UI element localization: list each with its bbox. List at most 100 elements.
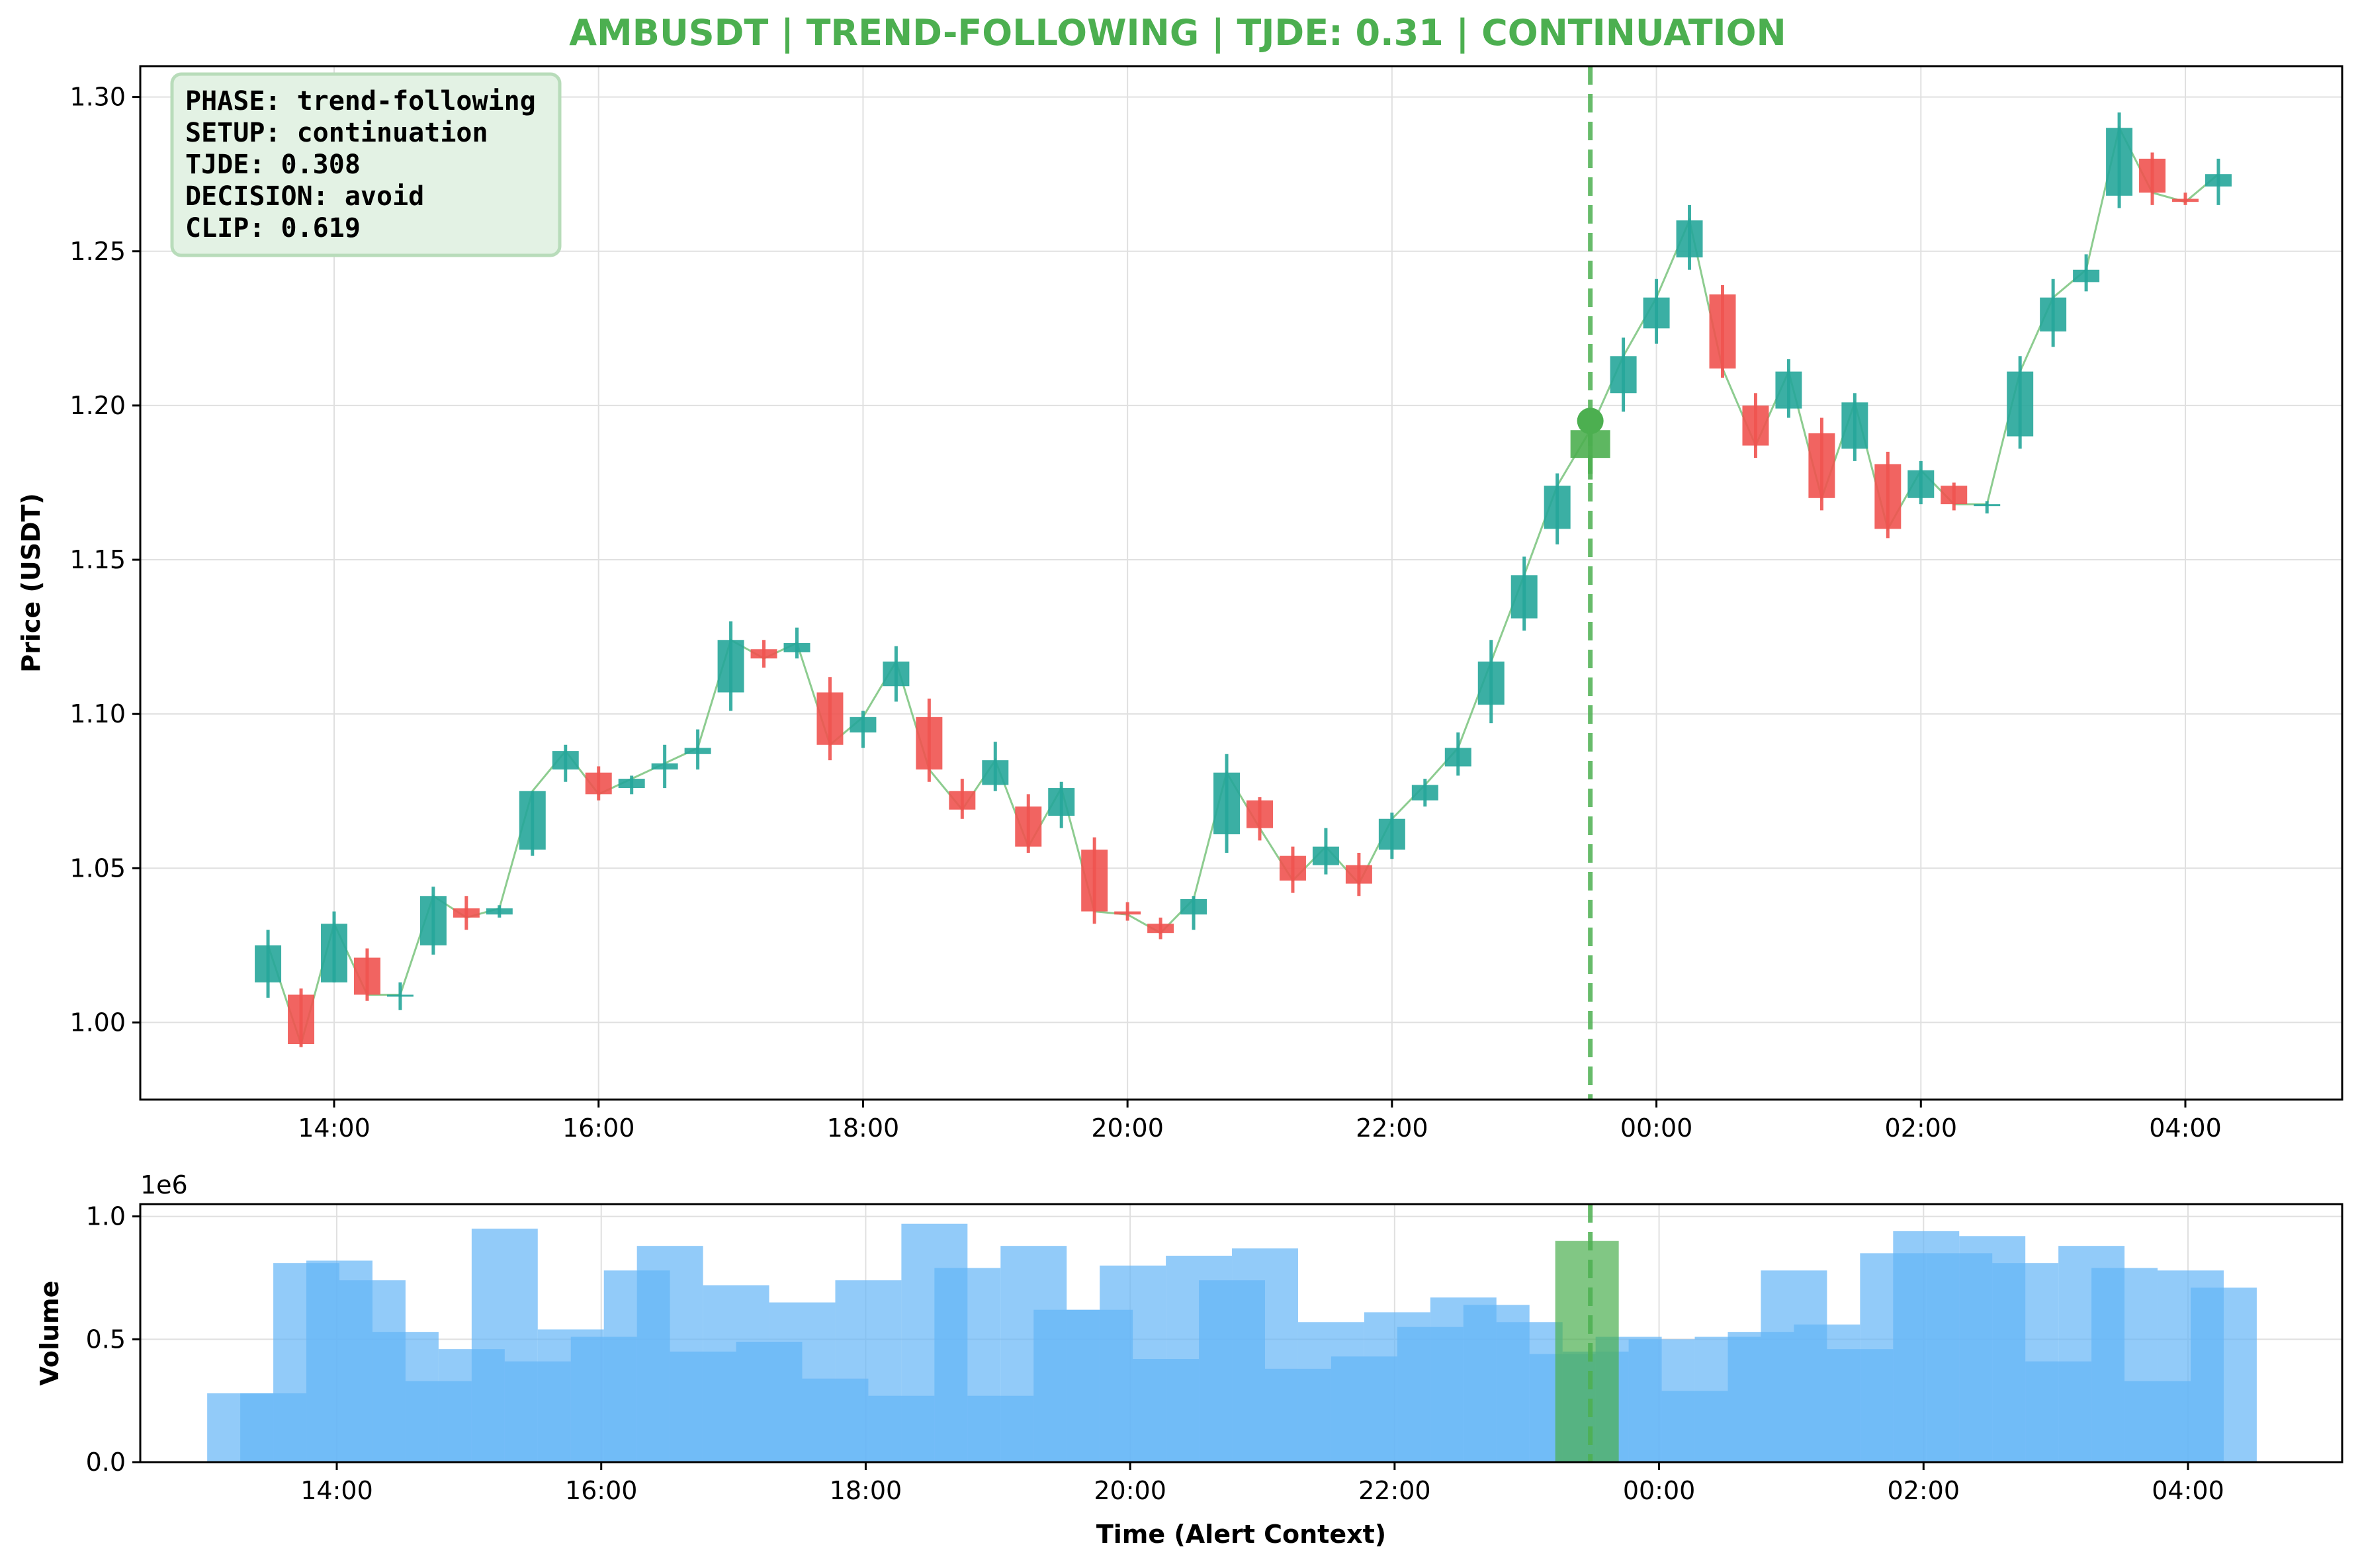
- price-y-tick-label: 1.15: [69, 545, 126, 574]
- price-x-tick-label: 16:00: [562, 1113, 635, 1143]
- price-x-ticks: 14:00 16:00 18:00 20:00 22:00 00:00 02:00 04:00: [298, 1100, 2222, 1143]
- candle: [1081, 837, 1108, 924]
- candle-body: [1841, 402, 1868, 449]
- candle-body: [585, 772, 612, 795]
- price-x-tick-label: 20:00: [1091, 1113, 1164, 1143]
- candle: [1247, 797, 1273, 841]
- volume-x-tick-label: 16:00: [565, 1476, 638, 1505]
- volume-x-ticks: 14:00 16:00 18:00 20:00 22:00 00:00 02:00 04:00: [300, 1462, 2224, 1505]
- candle: [783, 627, 810, 659]
- candle: [684, 729, 711, 770]
- candle-body: [750, 649, 777, 659]
- info-line-decision: DECISION: avoid: [185, 181, 424, 212]
- time-axis-label: Time (Alert Context): [1096, 1520, 1386, 1549]
- price-x-tick-label: 04:00: [2149, 1113, 2222, 1143]
- volume-panel: 0.0 0.5 1.0 14:00 16:00 18:00 20:00 22:00 00:00…: [35, 1170, 2343, 1549]
- candle-body: [2205, 174, 2232, 187]
- candle-body: [1247, 800, 1273, 828]
- candle: [949, 779, 976, 819]
- candle: [1841, 393, 1868, 461]
- volume-y-tick-label: 1.0: [86, 1202, 126, 1231]
- candle: [1775, 359, 1802, 418]
- volume-axes-frame: [139, 1203, 2343, 1463]
- candle: [419, 887, 447, 955]
- volume-y-tick-label: 0.5: [86, 1325, 126, 1354]
- candle-body: [453, 908, 480, 918]
- candle-body: [386, 994, 414, 997]
- candle-body: [651, 763, 678, 770]
- candle-body: [1808, 433, 1835, 498]
- price-y-ticks: 1.00 1.05 1.10 1.15 1.20 1.25 1.30: [69, 83, 140, 1037]
- info-line-clip: CLIP: 0.619: [185, 213, 361, 243]
- candle: [386, 982, 414, 1010]
- candle: [1808, 417, 1835, 511]
- candle-body: [552, 751, 579, 770]
- candle-body: [2139, 158, 2166, 193]
- info-box: PHASE: trend-following SETUP: continuati…: [170, 72, 562, 257]
- candle: [552, 744, 579, 782]
- candle: [2172, 193, 2199, 205]
- candle-body: [1742, 405, 1769, 446]
- candle: [1510, 556, 1538, 631]
- candle: [1180, 896, 1207, 930]
- candle-body: [2106, 128, 2133, 196]
- candle: [717, 621, 744, 711]
- candle: [651, 744, 678, 789]
- candle-body: [1180, 898, 1207, 915]
- candle: [1941, 482, 1968, 511]
- candle-body: [1676, 220, 1703, 258]
- candle: [486, 905, 513, 918]
- candle: [1643, 279, 1670, 344]
- candle: [1974, 501, 2001, 514]
- candle: [1676, 204, 1703, 270]
- candle-body: [1411, 785, 1438, 801]
- price-axis-label: Price (USDT): [17, 493, 46, 673]
- candle: [1907, 460, 1935, 505]
- candle-body: [1213, 772, 1241, 835]
- volume-scale-label: 1e6: [140, 1170, 188, 1199]
- candle-body: [916, 717, 943, 770]
- candle-body: [486, 908, 513, 915]
- candle-body: [816, 692, 844, 745]
- volume-bar: [2191, 1287, 2257, 1462]
- info-box-background: [170, 72, 562, 257]
- price-axes-frame: [139, 65, 2343, 1101]
- candle-body: [1907, 470, 1935, 498]
- candle: [1610, 337, 1637, 412]
- candle: [1279, 846, 1306, 893]
- candle: [1477, 640, 1505, 724]
- price-y-tick-label: 1.05: [69, 853, 126, 883]
- candle-body: [2073, 269, 2100, 283]
- candle-body: [850, 717, 877, 733]
- candle: [916, 698, 943, 782]
- candle-body: [1345, 865, 1372, 884]
- candle-body: [982, 760, 1009, 785]
- candle-body: [419, 896, 447, 945]
- candle-body: [717, 640, 744, 693]
- volume-y-tick-label: 0.0: [86, 1448, 126, 1477]
- candle-body: [684, 748, 711, 754]
- candle: [850, 711, 877, 748]
- candle-body: [883, 661, 910, 687]
- candle-body: [1544, 486, 1571, 529]
- price-x-tick-label: 14:00: [298, 1113, 371, 1143]
- volume-x-tick-label: 02:00: [1888, 1476, 1960, 1505]
- volume-x-tick-label: 04:00: [2152, 1476, 2224, 1505]
- alert-volume-bar: [1555, 1241, 1619, 1462]
- candle: [353, 948, 380, 1001]
- candle: [1345, 852, 1372, 896]
- candle-body: [1048, 788, 1075, 816]
- candle: [2205, 158, 2232, 205]
- candle-body: [1874, 464, 1902, 529]
- candle: [1312, 828, 1339, 875]
- candle: [2007, 356, 2034, 449]
- candle: [2106, 112, 2133, 208]
- price-y-tick-label: 1.25: [69, 237, 126, 266]
- candle-body: [288, 994, 315, 1045]
- candle: [1411, 779, 1438, 807]
- candle-body: [1147, 924, 1174, 934]
- candle-body: [1444, 748, 1471, 767]
- candle-body: [1279, 855, 1306, 881]
- candle: [2139, 152, 2166, 205]
